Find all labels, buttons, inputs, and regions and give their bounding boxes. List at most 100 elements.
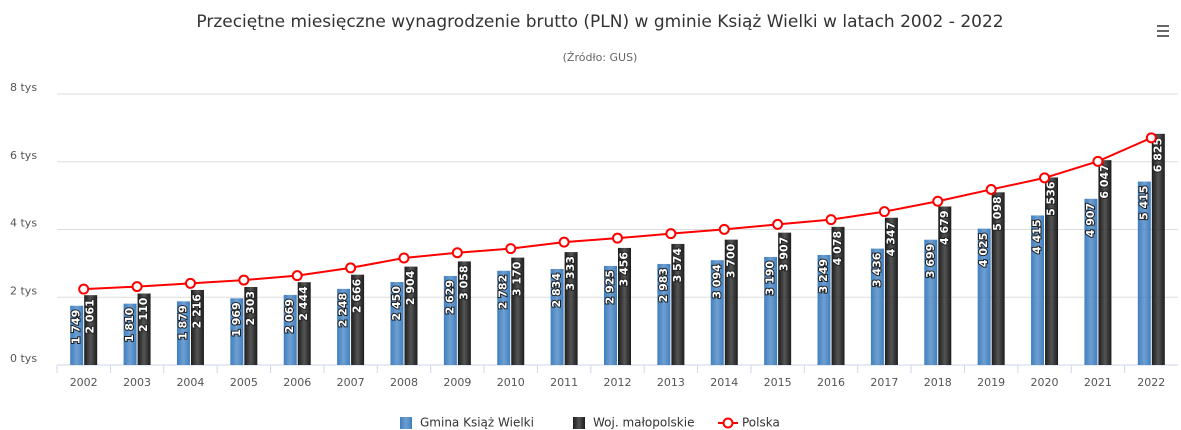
- legend-marker: [722, 417, 734, 429]
- data-label: 2 444: [297, 286, 310, 321]
- bar: [938, 206, 952, 365]
- x-tick-label: 2002: [70, 376, 98, 389]
- bar: [831, 226, 845, 365]
- bar: [351, 274, 365, 365]
- line-point: [291, 270, 303, 282]
- line-point: [345, 262, 357, 274]
- x-tick-label: 2006: [283, 376, 311, 389]
- bar: [618, 247, 631, 365]
- bar: [137, 293, 151, 365]
- bar: [870, 248, 884, 365]
- data-label: 2 248: [337, 293, 350, 327]
- data-label: 1 810: [123, 307, 136, 342]
- bar: [671, 243, 685, 365]
- line-point: [825, 214, 837, 226]
- bar: [604, 265, 617, 365]
- legend-marker: [400, 417, 412, 429]
- data-label: 2 303: [244, 291, 257, 325]
- x-tick-label: 2019: [977, 376, 1005, 389]
- data-label: 3 333: [564, 256, 577, 290]
- bar: [84, 295, 98, 365]
- bar: [457, 261, 471, 365]
- bar: [283, 294, 297, 365]
- data-label: 2 110: [137, 297, 150, 332]
- data-label: 6 825: [1151, 138, 1164, 172]
- x-tick-label: 2008: [390, 376, 418, 389]
- data-label: 2 925: [604, 270, 617, 304]
- x-tick-label: 2021: [1084, 376, 1112, 389]
- bar: [1031, 215, 1045, 365]
- data-label: 2 782: [497, 275, 510, 309]
- legend-label: Gmina Książ Wielki: [420, 416, 534, 430]
- data-label: 5 098: [991, 196, 1004, 230]
- line-point: [451, 247, 463, 259]
- data-label: 3 436: [870, 252, 883, 287]
- bar: [511, 257, 525, 365]
- data-label: 2 834: [550, 273, 563, 308]
- data-label: 3 574: [671, 248, 684, 283]
- bar: [1084, 198, 1098, 365]
- menu-icon[interactable]: [1157, 25, 1169, 37]
- bar: [443, 275, 457, 365]
- data-label: 3 190: [764, 261, 777, 296]
- bar: [657, 263, 671, 365]
- data-label: 3 170: [511, 261, 524, 296]
- bar: [1045, 177, 1059, 365]
- x-tick-label: 2003: [123, 376, 151, 389]
- bar: [817, 254, 831, 365]
- bar: [190, 289, 204, 365]
- data-label: 1 969: [230, 302, 243, 336]
- bar: [1151, 133, 1165, 365]
- data-label: 3 700: [724, 243, 737, 278]
- data-label: 3 907: [778, 237, 791, 271]
- legend-label: Polska: [742, 416, 780, 430]
- line-point: [1145, 132, 1157, 144]
- data-label: 2 061: [84, 299, 97, 333]
- line-point: [131, 281, 143, 293]
- x-tick-label: 2012: [604, 376, 632, 389]
- data-label: 4 078: [831, 231, 844, 265]
- bar: [70, 305, 84, 365]
- data-label: 2 904: [404, 270, 417, 305]
- line-point: [1039, 172, 1051, 184]
- bar: [564, 252, 578, 365]
- bar: [497, 270, 511, 365]
- bar: [710, 260, 724, 365]
- y-tick-label: 0 tys: [10, 352, 37, 365]
- data-label: 2 983: [657, 268, 670, 302]
- bar: [1137, 181, 1151, 365]
- bar: [176, 301, 190, 365]
- x-tick-label: 2016: [817, 376, 845, 389]
- y-tick-label: 6 tys: [10, 149, 37, 162]
- data-label: 3 094: [710, 264, 723, 299]
- bar: [390, 282, 404, 365]
- x-tick-label: 2005: [230, 376, 258, 389]
- x-tick-label: 2014: [710, 376, 738, 389]
- line-point: [558, 236, 570, 248]
- line-point: [665, 228, 677, 240]
- x-tick-label: 2011: [550, 376, 578, 389]
- x-tick-label: 2013: [657, 376, 685, 389]
- y-tick-label: 8 tys: [10, 81, 37, 94]
- bar: [230, 298, 244, 365]
- y-tick-label: 2 tys: [10, 284, 37, 297]
- bar: [924, 239, 938, 365]
- data-label: 4 415: [1031, 219, 1044, 253]
- chart-title: Przeciętne miesięczne wynagrodzenie brut…: [196, 12, 1003, 32]
- data-label: 2 216: [190, 294, 203, 329]
- x-tick-label: 2015: [764, 376, 792, 389]
- bar: [764, 256, 778, 365]
- data-label: 3 699: [924, 244, 937, 278]
- y-tick-label: 4 tys: [10, 217, 37, 230]
- bar: [123, 303, 137, 365]
- line-point: [932, 195, 944, 207]
- line-point: [238, 274, 250, 286]
- bar: [404, 266, 418, 365]
- bar: [778, 232, 792, 365]
- data-label: 3 249: [817, 259, 830, 293]
- data-label: 3 456: [618, 252, 631, 287]
- data-label: 4 907: [1084, 203, 1097, 237]
- line-point: [505, 243, 517, 255]
- data-label: 4 025: [977, 233, 990, 267]
